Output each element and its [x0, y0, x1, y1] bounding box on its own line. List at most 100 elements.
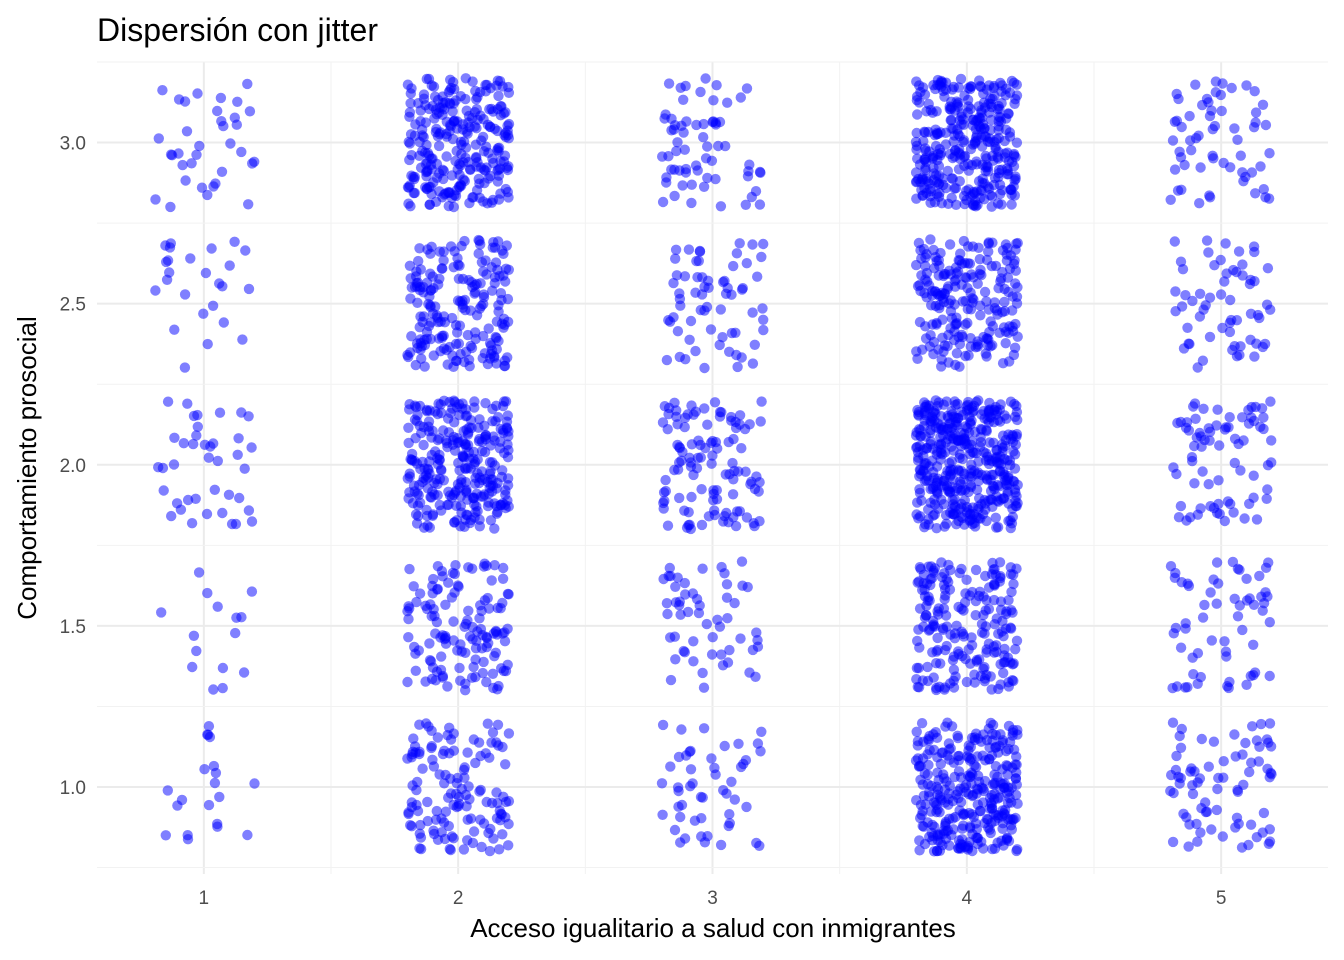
data-point — [695, 304, 706, 316]
data-point — [706, 649, 718, 660]
data-point — [944, 780, 955, 791]
data-point — [212, 455, 223, 467]
data-point — [702, 172, 713, 184]
data-point — [747, 644, 759, 656]
data-point — [990, 260, 1002, 272]
data-point — [937, 840, 948, 851]
data-point — [413, 645, 424, 656]
data-point — [490, 647, 501, 658]
data-point — [1000, 338, 1011, 349]
data-point — [943, 412, 954, 424]
data-point — [451, 123, 463, 134]
data-point — [456, 507, 467, 518]
data-point — [726, 776, 737, 787]
data-point — [932, 606, 943, 617]
data-point — [732, 506, 743, 517]
data-point — [917, 344, 928, 355]
data-point — [406, 821, 417, 832]
data-point — [1201, 806, 1213, 817]
data-point — [429, 113, 440, 124]
data-point — [1241, 679, 1252, 690]
data-point — [1214, 508, 1225, 520]
data-point — [208, 181, 219, 192]
data-point — [671, 270, 683, 281]
data-point — [497, 829, 508, 840]
data-point — [200, 267, 212, 279]
data-point — [478, 266, 489, 277]
y-tick-label: 1.5 — [60, 617, 86, 638]
data-point — [741, 801, 752, 813]
data-point — [1186, 452, 1198, 463]
data-point — [502, 293, 514, 305]
data-point — [1258, 807, 1270, 819]
data-point — [1185, 512, 1196, 523]
data-point — [1248, 122, 1260, 133]
data-point — [487, 457, 498, 468]
data-point — [477, 131, 489, 143]
data-point — [676, 455, 687, 466]
data-point — [963, 644, 974, 655]
data-point — [750, 186, 762, 197]
data-point — [244, 106, 256, 117]
data-point — [1251, 514, 1263, 525]
data-point — [1206, 824, 1217, 835]
data-point — [1009, 463, 1021, 474]
data-point — [965, 341, 976, 352]
data-point — [665, 761, 676, 772]
data-point — [437, 571, 448, 582]
data-point — [914, 440, 926, 452]
x-tick-label: 4 — [962, 888, 973, 909]
data-point — [945, 115, 956, 126]
data-point — [1212, 783, 1223, 795]
data-point — [467, 76, 478, 87]
data-point — [432, 732, 443, 743]
data-point — [943, 799, 954, 810]
data-point — [986, 469, 997, 480]
data-point — [1232, 611, 1244, 622]
data-point — [1263, 557, 1274, 568]
data-point — [963, 504, 975, 516]
data-point — [444, 843, 455, 855]
data-point — [981, 153, 992, 164]
data-point — [1186, 763, 1197, 774]
data-point — [1190, 79, 1201, 90]
data-point — [452, 437, 464, 449]
data-point — [994, 188, 1006, 200]
data-point — [457, 299, 468, 310]
data-point — [989, 297, 1000, 308]
data-point — [1229, 433, 1241, 444]
data-point — [1192, 777, 1203, 788]
data-point — [1203, 761, 1215, 772]
data-point — [182, 830, 193, 841]
data-point — [424, 199, 436, 210]
data-point — [1194, 311, 1206, 322]
data-point — [1249, 351, 1260, 362]
data-point — [993, 628, 1004, 639]
data-point — [672, 137, 683, 148]
data-point — [943, 198, 954, 209]
data-point — [463, 605, 474, 616]
data-point — [463, 110, 475, 122]
data-point — [229, 236, 240, 247]
data-point — [989, 172, 1001, 184]
data-point — [701, 618, 712, 630]
data-point — [672, 464, 684, 475]
data-point — [208, 684, 219, 695]
data-point — [423, 320, 435, 332]
data-point — [423, 721, 434, 732]
data-point — [406, 331, 417, 342]
data-point — [1238, 176, 1249, 187]
data-point — [1009, 411, 1021, 422]
data-point — [754, 516, 765, 527]
data-point — [232, 449, 243, 460]
data-point — [243, 199, 254, 210]
data-point — [494, 844, 505, 855]
data-point — [965, 304, 977, 315]
data-point — [719, 568, 730, 579]
data-point — [421, 504, 432, 516]
data-point — [1209, 260, 1220, 271]
data-point — [719, 740, 730, 752]
data-point — [456, 646, 467, 657]
data-point — [476, 445, 488, 457]
data-point — [939, 594, 950, 605]
